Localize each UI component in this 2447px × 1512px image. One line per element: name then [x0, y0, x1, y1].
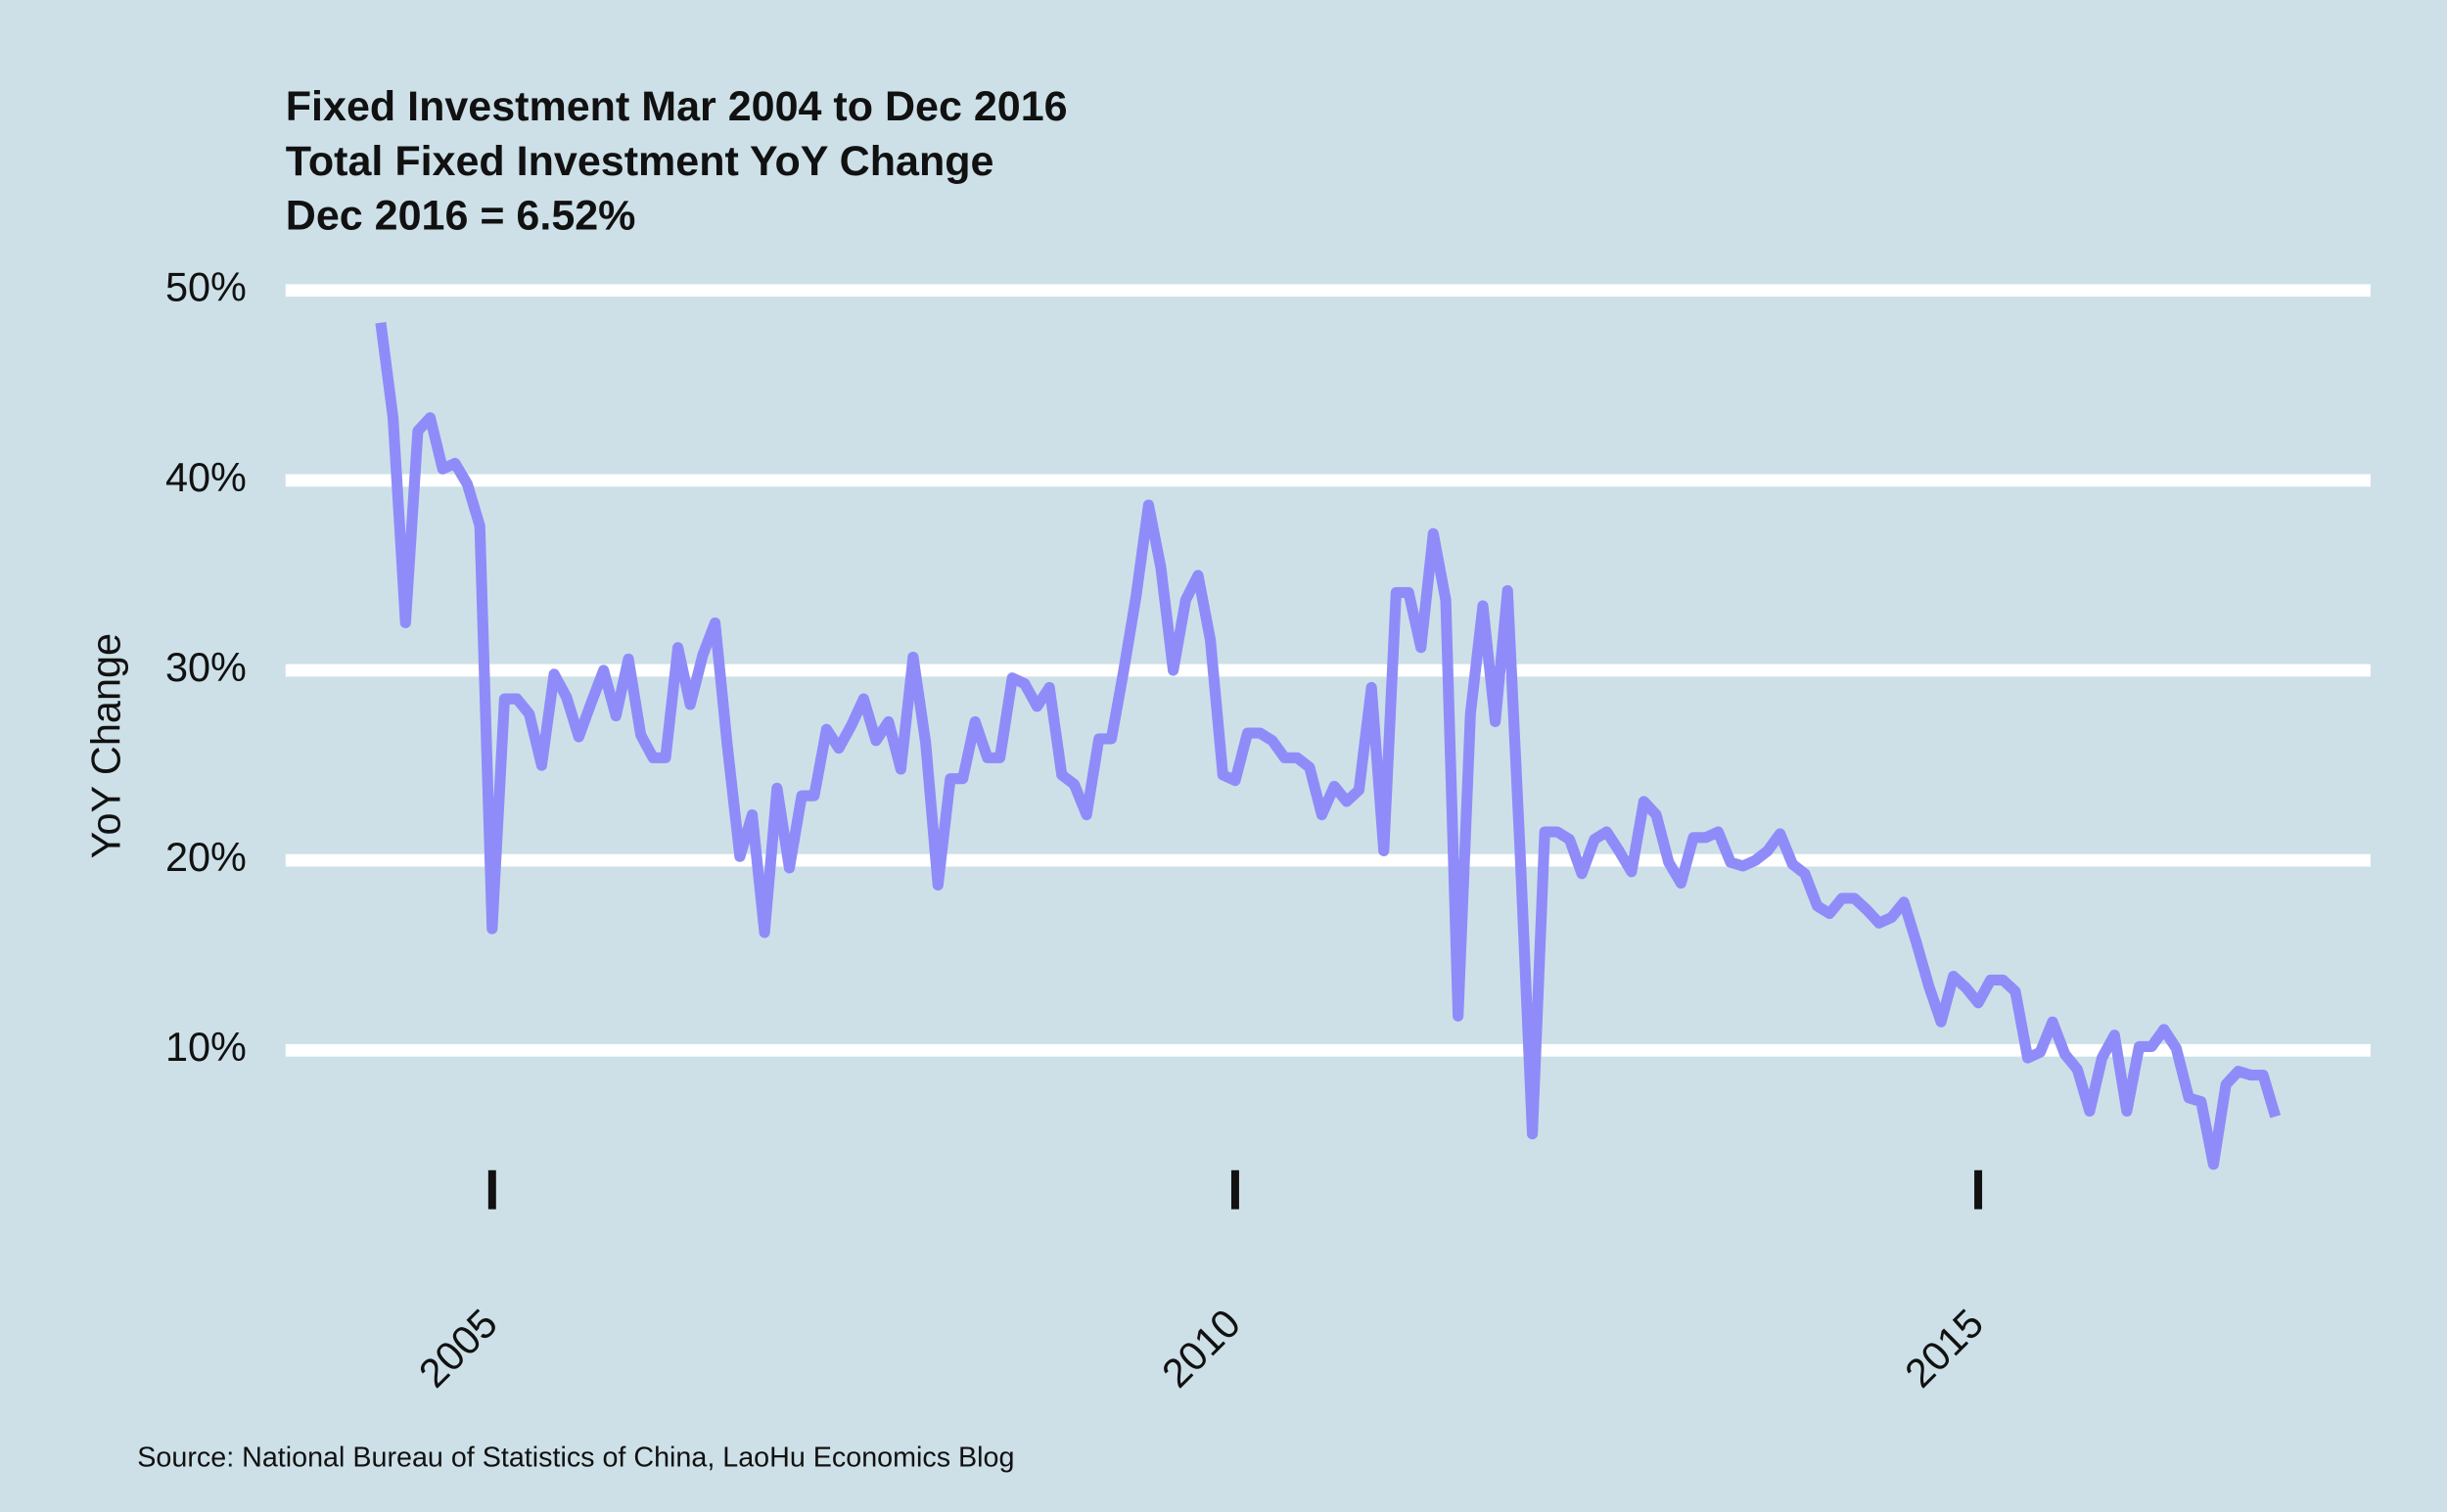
- y-axis-label: YoY Change: [83, 633, 129, 858]
- y-tick-label: 50%: [165, 264, 247, 310]
- y-tick-label: 30%: [165, 644, 247, 690]
- y-tick-label: 20%: [165, 834, 247, 880]
- data-line: [375, 322, 2282, 1170]
- plot-area: 10%20%30%40%50%2005 2010 2015: [165, 264, 2371, 1397]
- y-tick-label: 40%: [165, 454, 247, 500]
- chart-title: Dec 2016 = 6.52%: [286, 193, 636, 240]
- chart-title: Total Fixed Investment YoY Change: [286, 138, 994, 185]
- chart-title: Fixed Investment Mar 2004 to Dec 2016: [286, 83, 1068, 130]
- y-tick-label: 10%: [165, 1024, 247, 1070]
- caption: Source: National Bureau of Statistics of…: [137, 1442, 1014, 1473]
